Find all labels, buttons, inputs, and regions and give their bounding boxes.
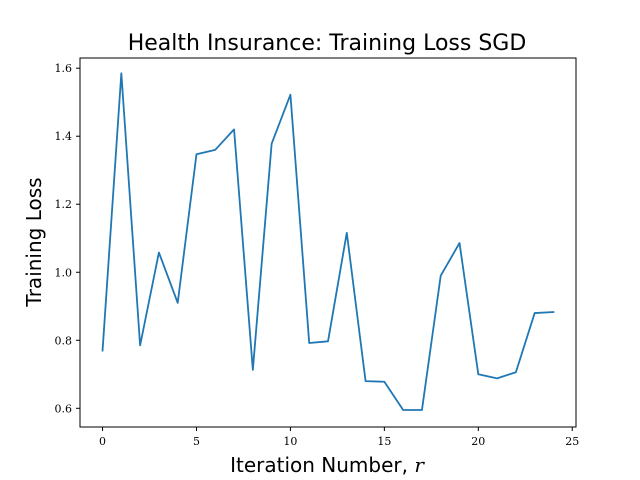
y-tick-label: 1.4 [55,130,73,143]
y-axis-label: Training Loss [22,177,46,307]
y-tick-label: 1.6 [55,62,73,75]
x-axis-label-variable: r [414,453,425,477]
x-tick-label: 15 [377,435,391,448]
x-axis-label: Iteration Number, r [230,453,425,477]
x-tick-label: 10 [283,435,297,448]
x-tick-label: 5 [193,435,200,448]
x-tick-label: 25 [565,435,579,448]
chart-title: Health Insurance: Training Loss SGD [128,31,527,56]
series-line-training-loss [101,72,555,411]
y-axis: 0.6 0.8 1.0 1.2 1.4 1.6 [55,62,80,415]
y-tick-label: 0.6 [55,402,73,415]
x-axis-label-text: Iteration Number, [230,453,414,477]
x-tick-label: 20 [471,435,485,448]
y-tick-label: 0.8 [55,334,73,347]
plot-frame [79,57,577,428]
y-tick-label: 1.2 [55,198,73,211]
x-tick-label: 0 [99,435,106,448]
x-axis: 0 5 10 15 20 25 [99,427,579,448]
y-tick-label: 1.0 [55,266,73,279]
